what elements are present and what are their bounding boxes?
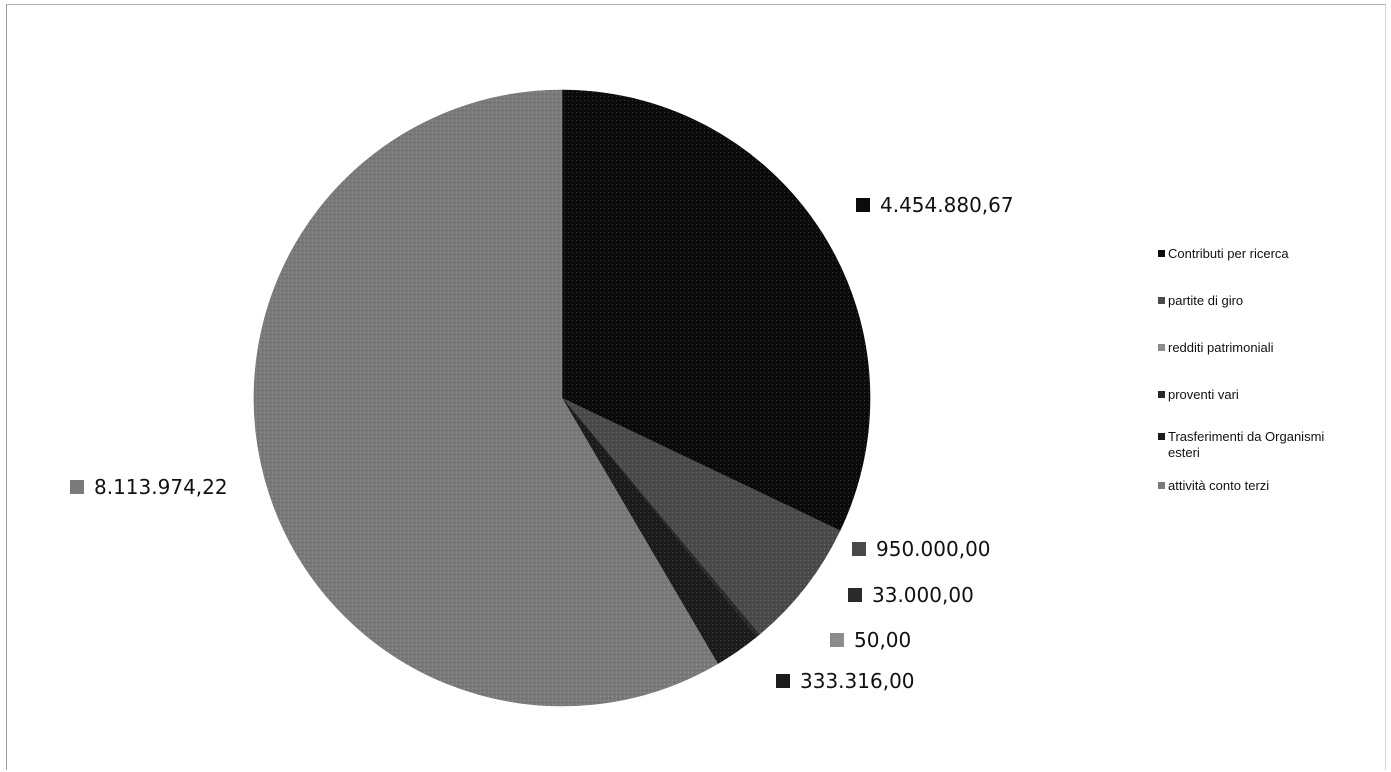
legend-swatch (1158, 433, 1165, 440)
legend-label: Trasferimenti da Organismi (1168, 429, 1324, 444)
data-label-text: 333.316,00 (800, 669, 915, 693)
legend-item: attività conto terzi (1158, 478, 1269, 493)
pie-slice-texture (562, 398, 756, 664)
data-label: 333.316,00 (776, 669, 915, 693)
legend-label: attività conto terzi (1168, 478, 1269, 493)
legend-swatch (1158, 391, 1165, 398)
data-label: 50,00 (830, 628, 911, 652)
data-label-marker (70, 480, 84, 494)
legend-swatch (1158, 482, 1165, 489)
data-label: 33.000,00 (848, 583, 974, 607)
legend-label: Contributi per ricerca (1168, 246, 1289, 261)
legend-item: Contributi per ricerca (1158, 246, 1289, 261)
data-label-text: 4.454.880,67 (880, 193, 1014, 217)
data-label-marker (830, 633, 844, 647)
data-label-marker (848, 588, 862, 602)
pie-slice-texture (562, 398, 760, 638)
data-labels: 4.454.880,67 950.000,00 50,00 33.000,00 333.… (70, 193, 1014, 693)
data-label-marker (776, 674, 790, 688)
data-label: 4.454.880,67 (856, 193, 1014, 217)
chart-frame (6, 4, 1386, 770)
data-label: 950.000,00 (852, 537, 991, 561)
data-label-text: 50,00 (854, 628, 911, 652)
data-label-marker (852, 542, 866, 556)
data-label-text: 950.000,00 (876, 537, 991, 561)
data-label-marker (856, 198, 870, 212)
pie-slice-texture (562, 398, 840, 635)
legend-label: proventi vari (1168, 387, 1239, 402)
pie-slices (253, 89, 871, 707)
legend-label: partite di giro (1168, 293, 1243, 308)
legend-label: redditi patrimoniali (1168, 340, 1274, 355)
legend-item: redditi patrimoniali (1158, 340, 1274, 355)
data-label: 8.113.974,22 (70, 475, 228, 499)
pie-slice-texture (562, 90, 870, 531)
legend: Contributi per ricerca partite di giro red… (1158, 246, 1324, 493)
legend-item: proventi vari (1158, 387, 1239, 402)
pie-slice-texture (254, 90, 718, 706)
legend-label: esteri (1168, 445, 1200, 460)
legend-swatch (1158, 344, 1165, 351)
legend-item: partite di giro (1158, 293, 1243, 308)
data-label-text: 33.000,00 (872, 583, 974, 607)
legend-swatch (1158, 250, 1165, 257)
data-label-text: 8.113.974,22 (94, 475, 228, 499)
legend-swatch (1158, 297, 1165, 304)
